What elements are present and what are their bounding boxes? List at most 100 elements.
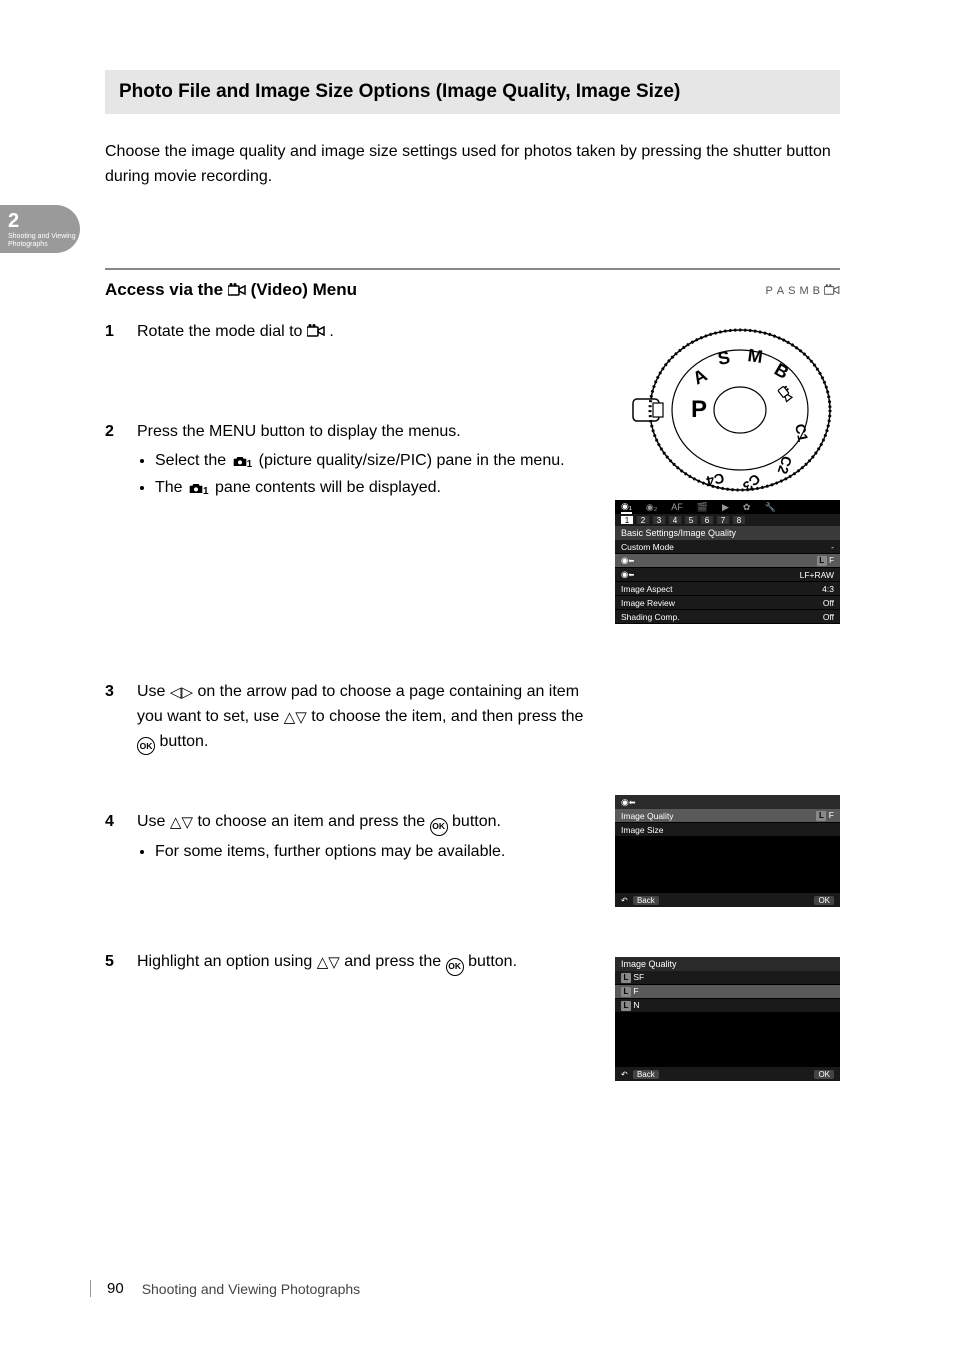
menu-row: Image Review Off [615, 596, 840, 610]
camera1-icon: 1 [231, 453, 255, 469]
step-text: Press the MENU button to display the men… [137, 423, 461, 440]
svg-text:M: M [746, 345, 764, 367]
back-arrow-icon: ↶ [621, 896, 628, 905]
row-label: Image Size [621, 825, 664, 835]
menu-row: ◉⬅ LF+RAW [615, 568, 840, 582]
arrow-up-down-icon: △▽ [284, 709, 307, 726]
movie-icon [307, 322, 325, 347]
menu-row-selected: ◉⬅ ◉← 1 L F [615, 554, 840, 568]
chapter-side-tab: 2 Shooting and Viewing Photographs [0, 205, 80, 253]
menu-row: Image Size [615, 823, 840, 837]
step-4: 4 Use △▽ to choose an item and press the… [105, 810, 605, 866]
bullet-text: (picture quality/size/PIC) pane in the m… [259, 452, 565, 469]
camera-menu-screenshot-3: Image Quality L SF L F L N ↶ Back OK [615, 957, 840, 1081]
menu-row: L N [615, 999, 840, 1013]
mode-badges: P A S M B [765, 284, 840, 299]
ok-button-icon: OK [430, 818, 448, 836]
step-number: 1 [105, 320, 125, 347]
camera-menu-screenshot-2: ◉⬅ Image Quality L F Image Size ↶ Back O… [615, 795, 840, 907]
bullet: For some items, further options may be a… [155, 840, 605, 865]
back-arrow-icon: ↶ [621, 1070, 628, 1079]
chapter-label: Shooting and Viewing Photographs [8, 233, 80, 250]
tab-play-icon: ▶ [722, 502, 729, 513]
page-footer: 90 Shooting and Viewing Photographs [90, 1280, 360, 1297]
page-num: 6 [701, 516, 713, 524]
subheading-prefix: Access via the [105, 280, 228, 299]
bullet: Select the 1 (picture quality/size/PIC) … [155, 449, 605, 474]
page-num: 3 [653, 516, 665, 524]
mode-m: M [799, 285, 808, 297]
movie-icon [228, 282, 246, 302]
step-text: and press the [344, 953, 445, 970]
back-label: Back [633, 1070, 659, 1079]
mode-p: P [765, 285, 772, 297]
row-value: 4:3 [822, 584, 834, 594]
menu-tab-bar: ◉₁ ◉₂ AF 🎬 ▶ ✿ 🔧 [615, 500, 840, 514]
page-number: 90 [107, 1280, 124, 1297]
chapter-name: Shooting and Viewing Photographs [142, 1281, 360, 1297]
tab-gear-icon: ✿ [743, 502, 751, 513]
menu-heading: Basic Settings/Image Quality [615, 526, 840, 540]
step-text: Use [137, 813, 170, 830]
menu-footer: ↶ Back OK [615, 893, 840, 907]
arrow-up-down-icon: △▽ [170, 814, 193, 831]
step-text: . [329, 323, 333, 340]
row-value: - [831, 542, 834, 552]
bullet-text: Select the [155, 452, 231, 469]
subheading-left: Access via the (Video) Menu [105, 280, 357, 302]
step-text: to choose an item and press the [197, 813, 429, 830]
bullet-text: pane contents will be displayed. [215, 479, 441, 496]
row-label: Image Review [621, 598, 675, 608]
step-number: 3 [105, 680, 125, 755]
step-text: to choose the item, and then press the [311, 708, 583, 725]
step-3: 3 Use ◁▷ on the arrow pad to choose a pa… [105, 680, 605, 755]
row-value: L F [816, 810, 834, 821]
subheading-suffix: (Video) Menu [251, 280, 357, 299]
row-label: L SF [621, 972, 644, 983]
mode-s: S [788, 285, 795, 297]
tab-camera1-icon: ◉₁ [621, 501, 632, 514]
subheading: Access via the (Video) Menu P A S M B [105, 268, 840, 302]
row-label: L F [621, 986, 639, 997]
bullet-text: The [155, 479, 187, 496]
row-label: L N [621, 1000, 640, 1011]
tab-camera2-icon: ◉₂ [646, 502, 657, 513]
page-num: 2 [637, 516, 649, 524]
row-label: Shading Comp. [621, 612, 680, 622]
step-5: 5 Highlight an option using △▽ and press… [105, 950, 605, 976]
tab-wrench-icon: 🔧 [764, 502, 775, 513]
menu-footer: ↶ Back OK [615, 1067, 840, 1081]
row-label: Image Quality [621, 811, 673, 821]
l-badge: L [817, 556, 827, 566]
page-num: 4 [669, 516, 681, 524]
step-text: button. [159, 733, 208, 750]
mode-dial-illustration: P A S M B C1 C2 C3 C4 [625, 325, 840, 495]
svg-text:P: P [691, 396, 707, 423]
step-number: 4 [105, 810, 125, 866]
camera-menu-screenshot-1: ◉₁ ◉₂ AF 🎬 ▶ ✿ 🔧 1 2 3 4 5 6 7 8 Basic S… [615, 500, 840, 624]
step-text: button. [468, 953, 517, 970]
menu-row-selected: Image Quality L F [615, 809, 840, 823]
tab-movie-icon: 🎬 [697, 502, 708, 513]
intro-paragraph: Choose the image quality and image size … [105, 140, 840, 190]
movie-mode-icon [824, 284, 840, 299]
step-text: Highlight an option using [137, 953, 317, 970]
step-number: 5 [105, 950, 125, 976]
menu-fill [615, 1013, 840, 1067]
row-label: ◉⬅ [621, 569, 634, 580]
back-label: Back [633, 896, 659, 905]
page-num: 5 [685, 516, 697, 524]
menu-fill [615, 837, 840, 893]
row-value: L F [817, 555, 834, 566]
row-value: LF+RAW [800, 570, 834, 580]
menu-row: Custom Mode - [615, 540, 840, 554]
mode-a: A [777, 285, 784, 297]
row-value: Off [823, 612, 834, 622]
step-1: 1 Rotate the mode dial to . [105, 320, 605, 347]
menu-row: Shading Comp. Off [615, 610, 840, 624]
ok-button-icon: OK [446, 958, 464, 976]
mode-b: B [813, 285, 820, 297]
step-2: 2 Press the MENU button to display the m… [105, 420, 605, 502]
camera-icon: ◉ [621, 797, 629, 808]
menu-title: Image Quality [615, 957, 840, 971]
